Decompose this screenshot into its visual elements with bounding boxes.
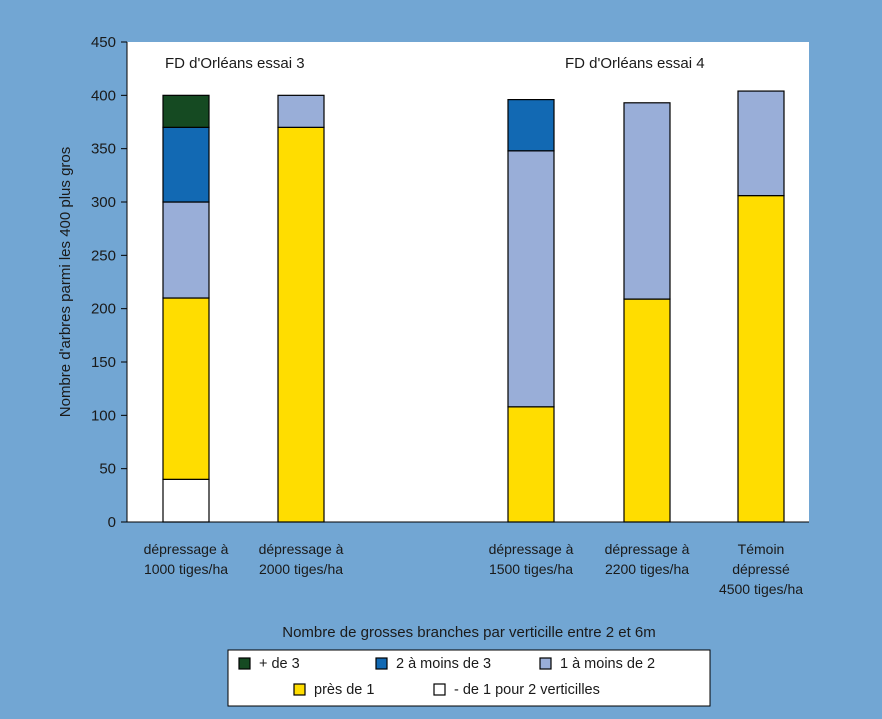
bar-segment bbox=[277, 126, 325, 523]
plot-area bbox=[127, 42, 809, 522]
bar-segment bbox=[162, 126, 210, 203]
legend-label: + de 3 bbox=[259, 656, 300, 672]
category-label: dépressage à 1000 tiges/ha bbox=[144, 541, 229, 577]
legend-swatch bbox=[238, 657, 251, 670]
bar-segment bbox=[162, 478, 210, 523]
bar-segment bbox=[277, 94, 325, 128]
group-title-essai-3: FD d'Orléans essai 3 bbox=[165, 55, 305, 72]
legend-label: 1 à moins de 2 bbox=[560, 656, 655, 672]
bar-segment bbox=[737, 90, 785, 197]
category-label: Témoin dépressé 4500 tiges/ha bbox=[719, 541, 803, 597]
bar-segment bbox=[162, 297, 210, 480]
y-tick-label: 450 bbox=[91, 34, 116, 51]
legend-swatch bbox=[375, 657, 388, 670]
legend-label: près de 1 bbox=[314, 682, 374, 698]
legend-swatch bbox=[293, 683, 306, 696]
category-label: dépressage à 1500 tiges/ha bbox=[489, 541, 574, 577]
bar-segment bbox=[507, 98, 555, 152]
bar-segment bbox=[737, 195, 785, 523]
legend-label: 2 à moins de 3 bbox=[396, 656, 491, 672]
bar-segment bbox=[623, 102, 671, 300]
legend-box bbox=[227, 649, 711, 707]
legend: + de 3 2 à moins de 3 1 à moins de 2 près d… bbox=[238, 656, 655, 698]
bar-segment bbox=[623, 298, 671, 523]
y-tick-label: 200 bbox=[91, 301, 116, 318]
category-label: dépressage à 2200 tiges/ha bbox=[605, 541, 690, 577]
y-axis-title: Nombre d'arbres parmi les 400 plus gros bbox=[57, 147, 74, 417]
y-tick-label: 250 bbox=[91, 247, 116, 264]
bar-segment bbox=[162, 201, 210, 299]
legend-swatch bbox=[539, 657, 552, 670]
category-label: dépressage à 2000 tiges/ha bbox=[259, 541, 344, 577]
legend-swatch bbox=[433, 683, 446, 696]
y-tick-label: 400 bbox=[91, 87, 116, 104]
bar-segment bbox=[507, 150, 555, 408]
y-tick-label: 150 bbox=[91, 354, 116, 371]
group-title-essai-4: FD d'Orléans essai 4 bbox=[565, 55, 705, 72]
y-tick-label: 300 bbox=[91, 194, 116, 211]
y-ticks: 0 50 100 150 200 250 300 350 400 450 bbox=[91, 34, 127, 531]
y-tick-label: 50 bbox=[99, 461, 116, 478]
category-labels: dépressage à 1000 tiges/ha dépressage à 200… bbox=[144, 541, 804, 597]
y-tick-label: 0 bbox=[108, 514, 116, 531]
bar-segment bbox=[162, 94, 210, 128]
legend-label: - de 1 pour 2 verticilles bbox=[454, 682, 600, 698]
bars bbox=[162, 90, 785, 523]
y-tick-label: 100 bbox=[91, 407, 116, 424]
y-tick-label: 350 bbox=[91, 141, 116, 158]
bar-segment bbox=[507, 406, 555, 523]
x-axis-title: Nombre de grosses branches par verticill… bbox=[282, 624, 656, 641]
